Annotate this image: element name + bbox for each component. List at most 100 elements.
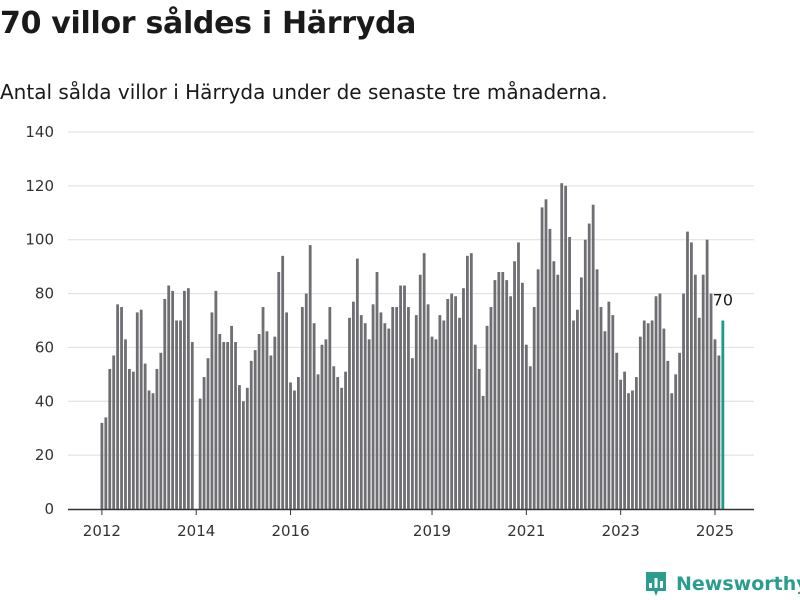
bar bbox=[124, 339, 127, 509]
bar bbox=[285, 312, 289, 509]
x-tick-label: 2019 bbox=[413, 522, 451, 540]
bar bbox=[304, 293, 308, 509]
bar bbox=[705, 239, 709, 509]
bar bbox=[701, 274, 705, 509]
bar bbox=[183, 290, 186, 509]
bar bbox=[128, 368, 131, 509]
bar bbox=[340, 387, 344, 509]
y-tick-label: 40 bbox=[35, 392, 54, 410]
y-tick-label: 100 bbox=[25, 231, 54, 249]
bar bbox=[552, 261, 556, 509]
bar bbox=[230, 325, 233, 509]
bar bbox=[163, 298, 167, 509]
bar bbox=[226, 342, 230, 509]
bar bbox=[383, 323, 387, 509]
bar bbox=[666, 360, 670, 509]
bar bbox=[568, 237, 571, 509]
bar bbox=[548, 228, 552, 509]
x-tick-label: 2025 bbox=[696, 522, 734, 540]
bar bbox=[293, 390, 296, 509]
bar bbox=[112, 355, 116, 509]
bar bbox=[713, 339, 717, 509]
bar bbox=[513, 261, 516, 509]
bar bbox=[442, 320, 446, 509]
bar bbox=[139, 309, 143, 509]
bar bbox=[104, 417, 108, 509]
bar bbox=[591, 204, 595, 509]
bar bbox=[320, 344, 324, 509]
bar bbox=[662, 328, 666, 509]
bar bbox=[171, 290, 175, 509]
bar bbox=[308, 245, 312, 509]
bar bbox=[257, 333, 261, 509]
bar bbox=[379, 312, 383, 509]
bar bbox=[131, 371, 135, 509]
bar bbox=[556, 274, 560, 509]
bar bbox=[690, 242, 693, 509]
bar bbox=[414, 315, 418, 509]
bar bbox=[579, 277, 583, 509]
bar bbox=[222, 342, 226, 509]
bar bbox=[179, 320, 182, 509]
bar bbox=[477, 368, 481, 509]
bar bbox=[426, 304, 430, 509]
bar bbox=[316, 374, 320, 509]
bar bbox=[524, 344, 528, 509]
bar bbox=[273, 336, 277, 509]
bar bbox=[450, 293, 454, 509]
x-tick-label: 2021 bbox=[507, 522, 545, 540]
bar bbox=[454, 296, 457, 509]
bar bbox=[501, 272, 505, 509]
y-tick-label: 120 bbox=[25, 177, 54, 195]
bar bbox=[619, 379, 623, 509]
bar bbox=[709, 293, 713, 509]
bar bbox=[697, 317, 701, 509]
bar bbox=[206, 358, 210, 509]
bar bbox=[269, 355, 273, 509]
y-axis-labels: 0 20 40 60 80 100 120 140 bbox=[25, 123, 54, 518]
bar bbox=[403, 285, 406, 509]
bar bbox=[328, 307, 332, 509]
bar bbox=[646, 323, 650, 509]
bar bbox=[371, 304, 375, 509]
bar bbox=[634, 377, 638, 509]
bar bbox=[245, 387, 249, 509]
bar bbox=[587, 223, 591, 510]
x-tick-label: 2012 bbox=[83, 522, 121, 540]
bar bbox=[693, 274, 697, 509]
bar bbox=[658, 293, 662, 509]
bar bbox=[517, 242, 520, 509]
bar bbox=[434, 339, 438, 509]
brand-name: Newsworthy bbox=[676, 573, 800, 595]
bar bbox=[446, 298, 450, 509]
bar bbox=[418, 274, 422, 509]
chart-title: 70 villor såldes i Härryda bbox=[0, 6, 417, 41]
bar bbox=[312, 323, 316, 509]
bar bbox=[489, 307, 493, 509]
bar bbox=[686, 231, 689, 509]
bar bbox=[210, 312, 214, 509]
bar bbox=[583, 239, 587, 509]
bar bbox=[367, 339, 371, 509]
bar bbox=[143, 363, 147, 509]
bar bbox=[623, 371, 626, 509]
x-axis-labels: 2012 2014 2016 2019 2021 2023 2025 bbox=[83, 522, 734, 540]
newsworthy-brand[interactable]: Newsworthy bbox=[644, 570, 800, 598]
y-tick-label: 80 bbox=[35, 285, 54, 303]
bar bbox=[108, 368, 112, 509]
y-tick-label: 20 bbox=[35, 446, 54, 464]
bar bbox=[218, 333, 222, 509]
bar bbox=[277, 272, 281, 509]
bar bbox=[167, 285, 171, 509]
bar bbox=[572, 320, 575, 509]
bar bbox=[505, 280, 509, 509]
bar bbox=[147, 390, 151, 509]
bar bbox=[395, 307, 399, 509]
bar bbox=[352, 301, 355, 509]
bars bbox=[100, 183, 725, 510]
latest-bar bbox=[721, 320, 725, 509]
bar bbox=[481, 395, 485, 509]
bar bbox=[175, 320, 178, 509]
bar bbox=[241, 401, 245, 509]
